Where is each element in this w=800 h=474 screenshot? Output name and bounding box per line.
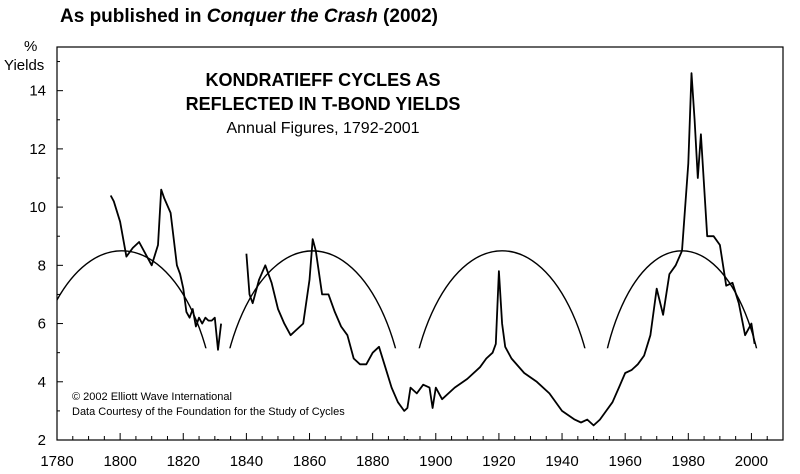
x-axis: 1780 1800 1820 1840 1860 1880 1900 1920 1940 1960… [40,433,784,470]
chart-title-line1: KONDRATIEFF CYCLES AS [205,70,440,90]
x-tick-label-1940: 1940 [545,453,578,470]
y-axis-label: Yields [4,57,45,74]
source-note: As published in Conquer the Crash (2002) [60,6,438,28]
x-tick-label-1900: 1900 [419,453,452,470]
x-tick-label-1800: 1800 [103,453,136,470]
series-line-1-segment-2 [245,72,756,427]
source-prefix: As published in [60,6,207,27]
x-tick-label-1880: 1880 [356,453,389,470]
y-tick-label-4: 4 [38,374,46,391]
kondratieff-arcs [57,250,782,440]
arc-mask [58,348,782,439]
x-tick-label-1840: 1840 [230,453,263,470]
x-tick-label-1780: 1780 [40,453,73,470]
source-year: (2002) [377,6,438,27]
y-axis: 2 4 6 8 10 12 14 [29,61,63,449]
x-tick-label-1960: 1960 [608,453,641,470]
yield-series [109,72,756,427]
y-tick-label-6: 6 [38,316,46,333]
chart-subtitle: Annual Figures, 1792-2001 [226,120,419,137]
y-tick-label-14: 14 [29,83,46,100]
x-tick-label-1820: 1820 [167,453,200,470]
y-tick-label-10: 10 [29,199,46,216]
y-tick-label-2: 2 [38,432,46,449]
x-tick-label-1920: 1920 [482,453,515,470]
x-tick-label-1860: 1860 [293,453,326,470]
book-title: Conquer the Crash [206,6,378,27]
x-tick-label-2000: 2000 [735,453,768,470]
y-tick-label-12: 12 [29,141,46,158]
x-tick-label-1980: 1980 [672,453,705,470]
chart-title-line2: REFLECTED IN T-BOND YIELDS [186,94,461,114]
y-axis-unit: % [24,38,38,55]
y-tick-label-8: 8 [38,257,46,274]
credit-data-source: Data Courtesy of the Foundation for the … [72,406,345,418]
credit-copyright: © 2002 Elliott Wave International [72,391,232,403]
series-line-1-segment-1 [109,188,222,351]
